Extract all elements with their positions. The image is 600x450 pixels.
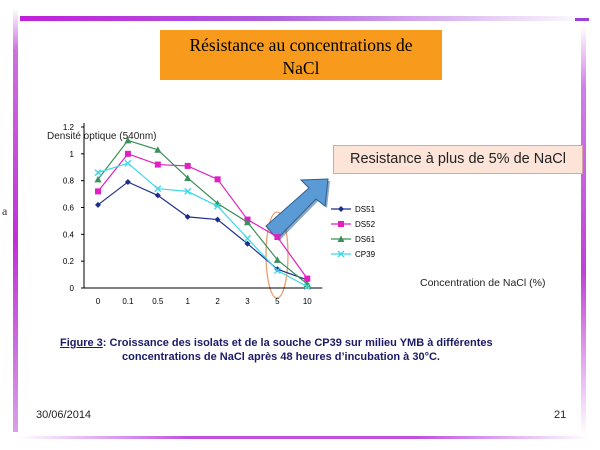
y-tick-label: 1.2 bbox=[63, 123, 75, 132]
data-point bbox=[94, 175, 102, 183]
data-point bbox=[303, 283, 311, 291]
data-point bbox=[124, 150, 131, 157]
x-axis-label: Concentration de NaCl (%) bbox=[420, 277, 545, 289]
slide-page-number: 21 bbox=[554, 409, 567, 421]
data-point bbox=[95, 188, 101, 195]
data-point bbox=[337, 235, 345, 242]
data-point bbox=[273, 267, 281, 275]
data-point bbox=[273, 256, 281, 263]
figure-caption-line2: concentrations de NaCl après 48 heures d… bbox=[122, 351, 440, 363]
data-point bbox=[244, 240, 251, 247]
x-tick-label: 0 bbox=[96, 297, 101, 306]
x-tick-label: 1 bbox=[185, 297, 190, 306]
data-point bbox=[154, 146, 162, 153]
data-point bbox=[214, 216, 221, 223]
data-point bbox=[214, 176, 221, 183]
figure-caption-label: Figure 3 bbox=[60, 337, 103, 349]
decor-dash-top bbox=[575, 18, 589, 21]
data-point bbox=[94, 169, 102, 177]
data-point bbox=[244, 218, 251, 226]
pointer-arrow-icon bbox=[265, 178, 330, 241]
series-line bbox=[97, 139, 308, 285]
x-tick-label: 0.5 bbox=[152, 297, 164, 306]
data-point bbox=[184, 162, 191, 169]
data-point bbox=[154, 192, 161, 199]
data-point bbox=[184, 187, 192, 195]
figure-caption-line1: : Croissance des isolats et de la souche… bbox=[102, 337, 493, 349]
legend-item-ds51: DS51 bbox=[331, 205, 376, 214]
y-tick-label: 0.6 bbox=[63, 204, 75, 213]
data-point bbox=[154, 161, 161, 168]
series-line bbox=[97, 153, 308, 279]
series-ds61 bbox=[94, 136, 311, 287]
slide-title-line1: Résistance au concentrations de bbox=[189, 35, 413, 55]
y-axis-label: Densité optique (540nm) bbox=[47, 131, 157, 142]
decor-bar-left bbox=[13, 8, 18, 432]
data-point bbox=[274, 234, 281, 241]
legend-item-ds52: DS52 bbox=[331, 220, 376, 229]
data-point bbox=[214, 202, 222, 210]
pointer-arrow-body bbox=[265, 178, 329, 240]
x-tick-label: 2 bbox=[215, 297, 220, 306]
legend-label: DS51 bbox=[355, 205, 376, 214]
series-cp39 bbox=[94, 159, 311, 291]
legend-label: DS61 bbox=[355, 235, 376, 244]
y-tick-label: 0.4 bbox=[63, 230, 75, 239]
data-point bbox=[338, 221, 344, 227]
data-point bbox=[124, 179, 131, 186]
legend-label: DS52 bbox=[355, 220, 376, 229]
data-point bbox=[337, 250, 345, 258]
legend-label: CP39 bbox=[355, 250, 376, 259]
y-tick-label: 0.2 bbox=[63, 257, 75, 266]
y-tick-label: 0 bbox=[70, 284, 75, 293]
series-line bbox=[97, 162, 308, 288]
highlight-ellipse bbox=[265, 211, 289, 299]
data-point bbox=[124, 136, 132, 144]
data-point bbox=[338, 206, 344, 212]
legend-item-ds61: DS61 bbox=[331, 235, 376, 244]
figure-caption: Figure 3: Croissance des isolats et de l… bbox=[60, 336, 530, 364]
data-point bbox=[184, 174, 192, 181]
slide-title: Résistance au concentrations de NaCl bbox=[160, 30, 442, 80]
x-tick-label: 0.1 bbox=[122, 297, 134, 306]
x-tick-label: 3 bbox=[245, 297, 250, 306]
y-tick-label: 1 bbox=[70, 150, 75, 159]
resistance-callout: Resistance à plus de 5% de NaCl bbox=[333, 145, 583, 174]
decor-bar-top bbox=[20, 16, 590, 21]
x-tick-label: 5 bbox=[275, 297, 280, 306]
data-point bbox=[95, 201, 101, 208]
data-point bbox=[244, 234, 251, 242]
decor-bar-right bbox=[581, 26, 586, 436]
x-tick-label: 10 bbox=[303, 297, 312, 306]
data-point bbox=[184, 213, 191, 220]
data-point bbox=[304, 275, 311, 282]
slide-title-line2: NaCl bbox=[282, 58, 320, 78]
slide-date: 30/06/2014 bbox=[36, 409, 92, 421]
stray-glyph: a bbox=[2, 204, 8, 218]
data-point bbox=[154, 185, 162, 193]
decor-bar-bottom bbox=[18, 436, 588, 439]
data-point bbox=[124, 159, 132, 167]
legend-item-cp39: CP39 bbox=[331, 250, 376, 259]
y-tick-label: 0.8 bbox=[63, 177, 75, 186]
